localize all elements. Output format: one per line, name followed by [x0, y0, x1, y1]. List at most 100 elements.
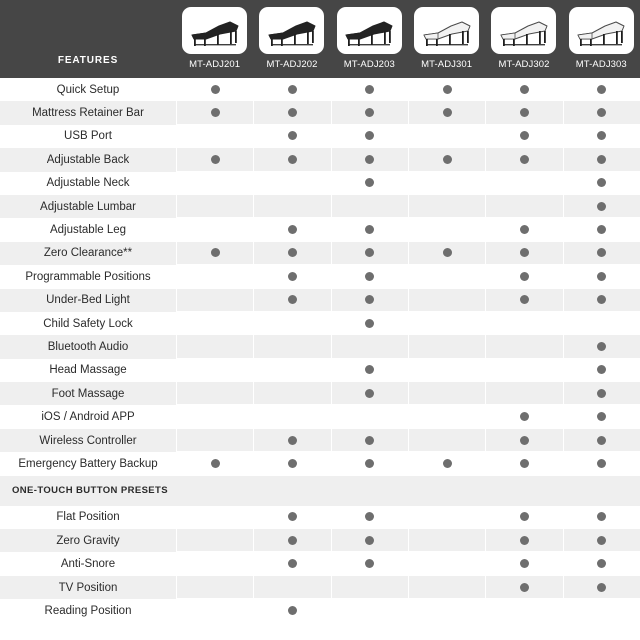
feature-availability-cell: [562, 529, 640, 553]
feature-availability-cell: [562, 311, 640, 336]
availability-empty: [443, 606, 452, 615]
feature-availability-cell: [407, 428, 486, 453]
feature-availability-cell: [485, 288, 563, 312]
availability-dot-icon: [597, 458, 607, 468]
feature-availability-cell: [330, 599, 408, 623]
feature-availability-cell: [253, 382, 331, 406]
feature-name-cell: Adjustable Neck: [0, 172, 176, 195]
feature-availability-cell: [176, 194, 254, 219]
availability-dot-icon: [519, 248, 529, 258]
feature-availability-cell: [330, 529, 408, 553]
availability-empty: [288, 178, 297, 187]
availability-dot-icon: [597, 535, 607, 545]
feature-availability-cell: [562, 124, 640, 149]
availability-dot-icon: [287, 458, 297, 468]
feature-name-cell: Head Massage: [0, 359, 176, 382]
table-header: FEATURES MT-ADJ201 MT-ADJ202: [0, 0, 640, 78]
availability-dot-icon: [287, 225, 297, 235]
availability-dot-icon: [519, 271, 529, 281]
feature-availability-cell: [485, 101, 563, 125]
feature-availability-cell: [485, 218, 563, 242]
availability-dot-icon: [287, 84, 297, 94]
feature-name-label: Adjustable Leg: [49, 224, 127, 237]
availability-dot-icon: [597, 131, 607, 141]
availability-dot-icon: [519, 458, 529, 468]
availability-empty: [211, 536, 220, 545]
availability-dot-icon: [210, 84, 220, 94]
feature-availability-cell: [253, 194, 331, 219]
availability-dot-icon: [365, 559, 375, 569]
availability-dot-icon: [287, 131, 297, 141]
availability-empty: [443, 365, 452, 374]
table-row: Wireless Controller: [0, 428, 640, 453]
feature-availability-cell: [330, 218, 408, 242]
availability-dot-icon: [442, 108, 452, 118]
feature-name-cell: Programmable Positions: [0, 265, 176, 288]
feature-availability-cell: [562, 265, 640, 289]
product-column-header[interactable]: MT-ADJ202: [253, 0, 330, 78]
feature-availability-cell: [562, 101, 640, 125]
feature-availability-cell: [330, 311, 408, 336]
availability-dot-icon: [365, 435, 375, 445]
availability-dot-icon: [210, 458, 220, 468]
availability-dot-icon: [519, 582, 529, 592]
feature-availability-cell: [253, 171, 331, 195]
availability-empty: [288, 342, 297, 351]
availability-dot-icon: [287, 248, 297, 258]
availability-empty: [365, 342, 374, 351]
feature-availability-cell: [407, 124, 486, 149]
feature-availability-cell: [562, 194, 640, 219]
product-code-label: MT-ADJ301: [421, 59, 473, 70]
feature-availability-cell: [330, 452, 408, 476]
product-column-header[interactable]: MT-ADJ203: [331, 0, 408, 78]
product-column-header[interactable]: MT-ADJ303: [563, 0, 640, 78]
feature-name-label: Foot Massage: [51, 387, 125, 400]
availability-dot-icon: [365, 365, 375, 375]
section-title: ONE-TOUCH BUTTON PRESETS: [12, 485, 168, 497]
feature-availability-cell: [562, 171, 640, 195]
table-row: Adjustable Lumbar: [0, 194, 640, 219]
table-row: Quick Setup: [0, 78, 640, 102]
product-column-header[interactable]: MT-ADJ201: [176, 0, 253, 78]
feature-name-label: Zero Clearance**: [43, 247, 133, 260]
availability-empty: [211, 272, 220, 281]
feature-availability-cell: [407, 288, 486, 312]
feature-availability-cell: [253, 241, 331, 266]
feature-name-cell: Bluetooth Audio: [0, 335, 176, 358]
availability-empty: [443, 583, 452, 592]
availability-dot-icon: [365, 318, 375, 328]
feature-availability-cell: [330, 265, 408, 289]
availability-empty: [520, 202, 529, 211]
product-column-header[interactable]: MT-ADJ301: [408, 0, 485, 78]
availability-dot-icon: [597, 201, 607, 211]
availability-empty: [443, 131, 452, 140]
feature-availability-cell: [407, 529, 486, 553]
feature-availability-cell: [176, 265, 254, 289]
feature-name-label: Flat Position: [56, 511, 120, 524]
product-code-label: MT-ADJ202: [266, 59, 318, 70]
feature-availability-cell: [407, 194, 486, 219]
feature-availability-cell: [407, 78, 486, 102]
feature-availability-cell: [176, 101, 254, 125]
table-row: Emergency Battery Backup: [0, 452, 640, 476]
feature-availability-cell: [176, 241, 254, 266]
availability-dot-icon: [287, 535, 297, 545]
feature-availability-cell: [407, 382, 486, 406]
feature-availability-cell: [407, 505, 486, 530]
table-row: Adjustable Back: [0, 148, 640, 172]
availability-empty: [597, 606, 606, 615]
availability-dot-icon: [442, 458, 452, 468]
availability-empty: [211, 606, 220, 615]
availability-empty: [211, 583, 220, 592]
feature-availability-cell: [485, 148, 563, 172]
table-row: Foot Massage: [0, 382, 640, 406]
feature-availability-cell: [485, 428, 563, 453]
feature-availability-cell: [176, 505, 254, 530]
features-header-label: FEATURES: [57, 55, 119, 66]
feature-availability-cell: [407, 575, 486, 600]
availability-empty: [597, 319, 606, 328]
product-column-header[interactable]: MT-ADJ302: [485, 0, 562, 78]
feature-availability-cell: [562, 405, 640, 429]
feature-availability-cell: [253, 311, 331, 336]
feature-name-cell: Adjustable Back: [0, 148, 176, 171]
